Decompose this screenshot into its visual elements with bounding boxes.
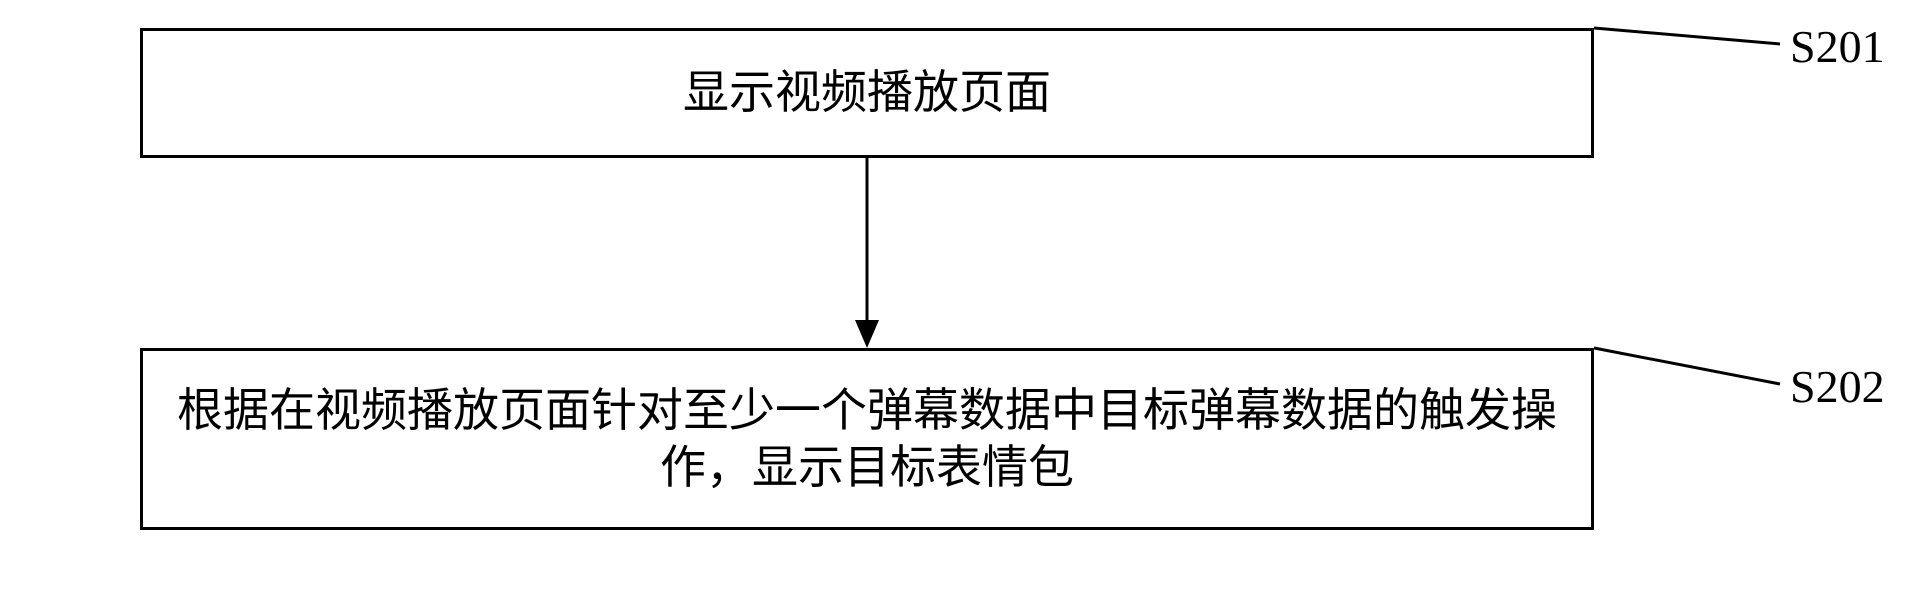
- flowchart-node-label-s202: S202: [1790, 360, 1885, 413]
- leader-line-s202: [0, 0, 1918, 592]
- flowchart-canvas: 显示视频播放页面 S201 根据在视频播放页面针对至少一个弹幕数据中目标弹幕数据…: [0, 0, 1918, 592]
